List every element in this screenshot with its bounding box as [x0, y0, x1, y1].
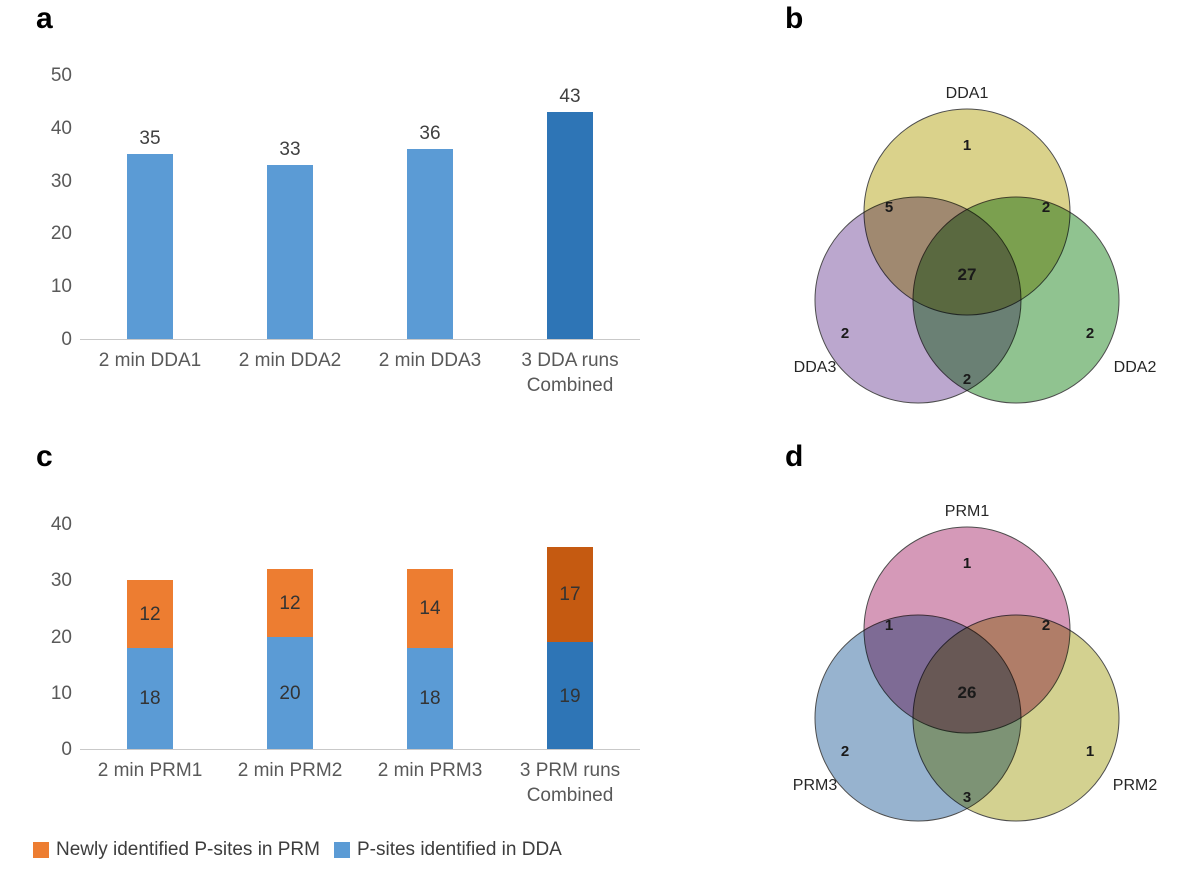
- bar-value-label: 33: [279, 138, 301, 160]
- y-tick-label: 10: [50, 682, 72, 704]
- segment-value-label: 14: [419, 598, 441, 620]
- y-tick-label: 30: [50, 570, 72, 592]
- venn-count-prm1-prm2: 2: [1042, 617, 1050, 634]
- prm-psites-stacked-bar-chart: 0 10 20 30 40 18 12 2 min PRM1 20 12 2 min PRM2 18 1…: [28, 505, 660, 820]
- panel-label-d: d: [785, 440, 804, 473]
- venn-set-label-prm3: PRM3: [793, 777, 838, 794]
- venn-count-center: 26: [958, 683, 977, 702]
- x-category-label: 2 min DDA1: [98, 350, 202, 371]
- bar: [127, 154, 173, 339]
- legend-item-prm: Newly identified P-sites in PRM: [33, 839, 320, 861]
- venn-count-dda2-dda3: 2: [963, 371, 971, 388]
- segment-value-label: 18: [419, 688, 441, 710]
- bar-segment: [547, 642, 593, 749]
- y-tick-label: 30: [50, 170, 72, 192]
- bar-value-label: 36: [419, 122, 441, 144]
- venn-count-center: 27: [958, 265, 977, 284]
- segment-value-label: 12: [139, 604, 161, 625]
- x-category-label: 3 DDA runs Combined: [521, 350, 619, 396]
- x-category-label: 2 min DDA3: [378, 350, 482, 371]
- y-tick-label: 0: [61, 739, 72, 760]
- venn-set-label-prm2: PRM2: [1113, 777, 1158, 794]
- venn-count-prm2-only: 1: [1086, 743, 1094, 760]
- y-tick-label: 20: [50, 223, 72, 245]
- y-tick-label: 40: [50, 514, 72, 535]
- venn-set-label-dda2: DDA2: [1114, 359, 1157, 376]
- venn-count-dda3-only: 2: [841, 325, 849, 342]
- segment-value-label: 12: [279, 592, 301, 614]
- plot-area: [80, 525, 640, 750]
- venn-set-label-dda3: DDA3: [794, 359, 837, 376]
- y-tick-label: 40: [50, 117, 72, 139]
- legend-swatch-orange: [33, 842, 49, 858]
- venn-set-label-dda1: DDA1: [946, 85, 989, 102]
- venn-count-prm1-prm3: 1: [885, 617, 893, 634]
- panel-label-a: a: [36, 2, 53, 35]
- x-category-label: 2 min DDA2: [238, 350, 342, 371]
- bar-segment: [267, 569, 313, 637]
- segment-value-label: 20: [279, 682, 301, 704]
- bar-segment: [547, 546, 593, 643]
- bar-segment: [127, 580, 173, 648]
- venn-circle-prm3: [814, 614, 1022, 822]
- bar-segment: [407, 569, 453, 648]
- chart-legend: Newly identified P-sites in PRM P-sites …: [33, 839, 562, 861]
- venn-count-prm1-only: 1: [963, 555, 971, 572]
- legend-label-prm: Newly identified P-sites in PRM: [56, 839, 320, 860]
- bar-value-label: 43: [559, 85, 581, 107]
- venn-count-prm2-prm3: 3: [963, 789, 971, 806]
- panel-label-b: b: [785, 2, 804, 35]
- legend-swatch-blue: [333, 842, 350, 858]
- dda-venn-diagram: DDA1 DDA3 DDA2 1 5 2 27 2 2 2: [794, 85, 1157, 404]
- venn-count-dda1-dda2: 2: [1042, 199, 1050, 216]
- bar: [267, 164, 313, 339]
- x-category-label: 2 min PRM3: [377, 760, 483, 781]
- bar-segment: [127, 647, 173, 749]
- x-category-label: 2 min PRM2: [237, 760, 343, 781]
- venn-count-dda1-only: 1: [963, 137, 971, 154]
- bar: [407, 148, 453, 339]
- legend-label-dda: P-sites identified in DDA: [356, 839, 562, 860]
- segment-value-label: 17: [559, 584, 581, 606]
- bar-segment: [267, 636, 313, 749]
- segment-value-label: 19: [559, 685, 581, 707]
- legend-item-dda: P-sites identified in DDA: [333, 839, 562, 861]
- plot-area: [80, 76, 640, 340]
- panel-label-c: c: [36, 440, 53, 473]
- x-category-label: 2 min PRM1: [97, 760, 203, 781]
- y-tick-label: 0: [61, 329, 72, 350]
- venn-count-dda2-only: 2: [1086, 325, 1094, 342]
- bar-value-label: 35: [139, 128, 161, 150]
- venn-count-dda1-dda3: 5: [885, 199, 893, 216]
- segment-value-label: 18: [139, 688, 161, 710]
- venn-count-prm3-only: 2: [841, 743, 849, 760]
- venn-set-label-prm1: PRM1: [945, 503, 990, 520]
- prm-venn-diagram: PRM1 PRM3 PRM2 1 1 2 26 2 1 3: [793, 503, 1158, 822]
- venn-circle-dda3: [814, 196, 1022, 404]
- y-tick-label: 20: [50, 626, 72, 648]
- bar: [547, 111, 593, 339]
- y-tick-label: 50: [50, 65, 72, 86]
- y-tick-label: 10: [50, 276, 72, 298]
- x-category-label: 3 PRM runs Combined: [519, 760, 621, 806]
- dda-psites-bar-chart: 0 10 20 30 40 50 35 2 min DDA1 33 2 min DDA2 36 2 m…: [28, 62, 660, 407]
- bar-segment: [407, 647, 453, 749]
